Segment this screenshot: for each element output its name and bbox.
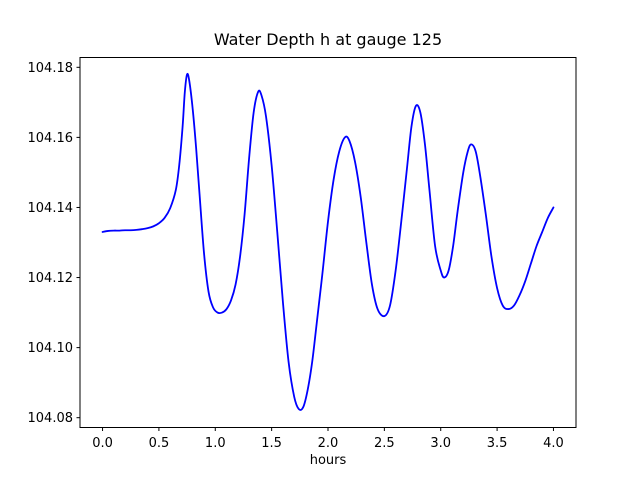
x-tick-label: 0.5 [149, 436, 170, 451]
y-tick-label: 104.08 [28, 411, 74, 426]
x-axis-ticks: 0.0 0.5 1.0 1.5 2.0 2.5 3.0 3.5 4.0 [92, 427, 564, 451]
y-tick-label: 104.12 [28, 271, 74, 286]
y-axis-ticks: 104.08 104.10 104.12 104.14 104.16 104.18 [28, 61, 80, 426]
x-tick-label: 0.0 [92, 436, 113, 451]
x-tick-label: 2.0 [318, 436, 339, 451]
x-tick-label: 3.5 [487, 436, 508, 451]
y-tick-label: 104.10 [28, 341, 74, 356]
y-tick-label: 104.16 [28, 131, 74, 146]
x-tick-label: 4.0 [543, 436, 564, 451]
x-tick-label: 2.5 [374, 436, 395, 451]
plot-frame [79, 57, 577, 428]
y-tick-label: 104.14 [28, 201, 74, 216]
x-axis-label: hours [310, 453, 347, 468]
x-tick-label: 3.0 [430, 436, 451, 451]
y-tick-label: 104.18 [28, 61, 74, 76]
depth-curve [101, 72, 555, 411]
x-tick-label: 1.5 [261, 436, 282, 451]
chart-title: Water Depth h at gauge 125 [214, 30, 442, 49]
x-tick-label: 1.0 [205, 436, 226, 451]
